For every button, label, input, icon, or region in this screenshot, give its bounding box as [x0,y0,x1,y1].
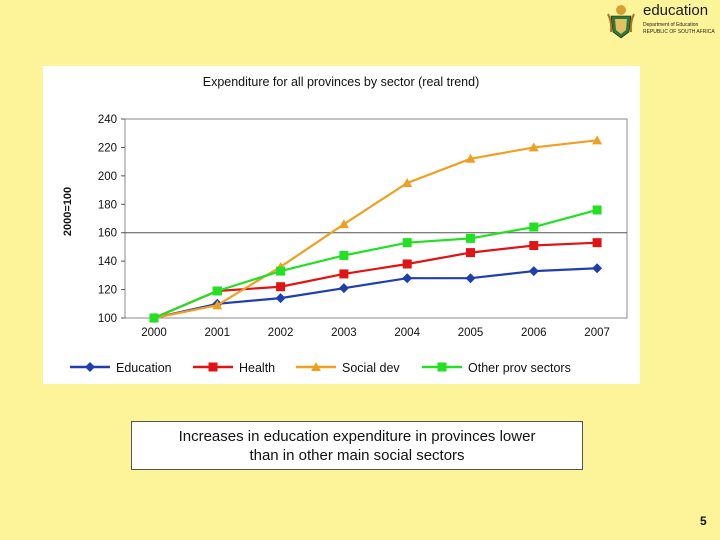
data-point [276,282,286,292]
y-tick-label: 200 [98,171,117,183]
data-point [466,233,475,243]
coat-of-arms-icon [607,5,635,39]
data-point [338,219,349,229]
data-point [528,142,539,152]
legend-label: Health [239,361,275,375]
education-logo: education Department of Education REPUBL… [606,2,718,42]
legend-marker [85,362,95,372]
data-point [212,286,222,296]
caption-line-2: than in other main social sectors [249,446,465,464]
data-point [592,135,603,145]
data-point [276,266,286,276]
x-tick-label: 2007 [584,327,610,339]
series-line-health [153,241,598,320]
logo-country: REPUBLIC OF SOUTH AFRICA [643,29,715,35]
data-point [592,263,603,274]
x-tick-label: 2000 [141,327,167,339]
data-point [338,283,349,294]
x-tick-label: 2004 [394,327,420,339]
series-line-other-prov-sectors [153,208,598,320]
data-point [275,293,286,304]
data-point [402,273,413,284]
plot-area [124,118,628,319]
logo-wordmark: education [643,2,709,19]
x-tick-label: 2001 [205,327,231,339]
x-tick-label: 2002 [268,327,294,339]
y-tick-label: 120 [98,285,117,297]
data-point [212,300,223,310]
logo-department: Department of Education [643,22,699,28]
data-point [592,205,602,215]
data-point [465,273,476,284]
x-tick-label: 2005 [458,327,484,339]
legend-marker [437,362,447,372]
y-tick-label: 180 [98,199,117,211]
y-tick-label: 100 [98,313,117,325]
series-line-social-dev [153,139,598,320]
caption-line-1: Increases in education expenditure in pr… [178,427,536,445]
y-tick-label: 240 [98,114,117,126]
legend-marker [311,362,321,371]
data-point [592,238,602,248]
legend-label: Other prov sectors [468,361,571,375]
legend-label: Education [116,361,172,375]
data-point [529,241,539,251]
data-point [466,248,475,258]
x-tick-label: 2003 [331,327,357,339]
data-point [529,222,539,232]
x-tick-label: 2006 [521,327,547,339]
data-point [149,313,159,323]
page-number: 5 [700,514,707,528]
y-tick-label: 140 [98,256,117,268]
line-chart: Expenditure for all provinces by sector … [62,75,628,375]
data-point [339,250,349,260]
legend-label: Social dev [342,361,400,375]
chart-title: Expenditure for all provinces by sector … [203,75,480,89]
legend-marker [208,362,218,372]
data-point [339,269,349,279]
data-point [402,177,413,187]
data-point [402,238,412,248]
data-point [402,259,412,269]
chart-panel: Expenditure for all provinces by sector … [43,66,640,384]
y-axis-label: 2000=100 [62,187,74,236]
data-point [528,266,539,277]
data-point [465,153,476,163]
caption-box: Increases in education expenditure in pr… [131,421,583,470]
series-line-education [153,267,598,320]
y-tick-label: 220 [98,142,117,154]
y-tick-label: 160 [98,228,117,240]
